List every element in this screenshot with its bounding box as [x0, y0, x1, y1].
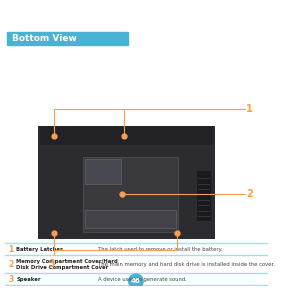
Bar — [83, 157, 178, 232]
Bar — [38, 125, 215, 239]
Circle shape — [129, 274, 143, 289]
Text: Battery Latches: Battery Latches — [16, 247, 63, 252]
Text: 3: 3 — [48, 259, 55, 269]
Text: Bottom View: Bottom View — [12, 34, 76, 43]
Text: 1: 1 — [246, 104, 253, 114]
Text: The latch used to remove or install the battery.: The latch used to remove or install the … — [98, 247, 222, 252]
Text: A device used to generate sound.: A device used to generate sound. — [98, 277, 187, 282]
Text: 2: 2 — [246, 189, 253, 200]
Text: Speaker: Speaker — [16, 277, 41, 282]
Text: 1: 1 — [8, 245, 14, 254]
Text: 46: 46 — [131, 278, 141, 284]
Bar — [196, 171, 211, 220]
Bar — [7, 32, 128, 45]
Text: 2: 2 — [8, 260, 14, 268]
Bar — [85, 159, 122, 184]
Bar — [40, 127, 213, 146]
Bar — [85, 210, 176, 228]
Text: The main memory and hard disk drive is installed inside the cover.: The main memory and hard disk drive is i… — [98, 262, 275, 267]
Text: 3: 3 — [8, 274, 14, 284]
Text: Memory Compartment Cover/Hard
Disk Drive Compartment Cover: Memory Compartment Cover/Hard Disk Drive… — [16, 259, 118, 270]
